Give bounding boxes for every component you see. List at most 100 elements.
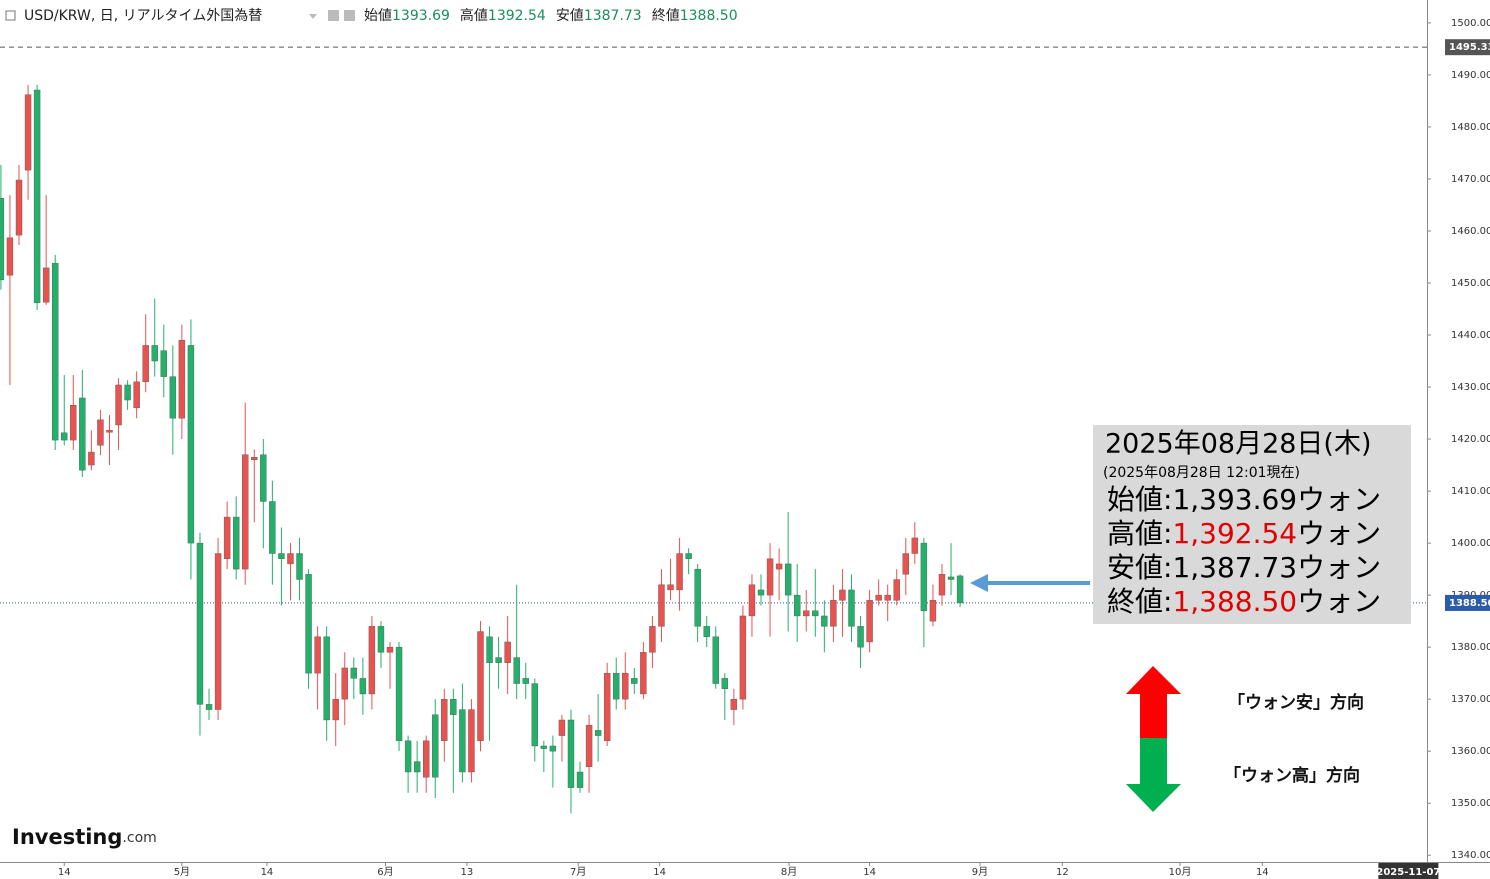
candle-body: [269, 501, 276, 554]
candle-body: [404, 740, 412, 773]
logo: Investing.com: [12, 825, 157, 849]
candle-body: [205, 704, 213, 710]
candle-body: [649, 626, 656, 653]
candle-body: [287, 553, 294, 565]
price-label-box: [1445, 39, 1490, 56]
ohlc-item: 高値1392.54: [460, 7, 546, 24]
info-row-label: 安値:: [1107, 551, 1172, 584]
candle-body: [757, 589, 765, 596]
ohlc-value: 1393.69: [392, 8, 450, 24]
candle-body: [567, 719, 575, 788]
candle-body: [540, 745, 548, 749]
candle-body: [115, 384, 122, 426]
info-row-value: 1,393.69: [1172, 483, 1297, 516]
price-label: 1388.50: [1449, 598, 1490, 609]
info-subtitle: (2025年08月28日 12:01現在): [1103, 465, 1300, 481]
candle-body: [495, 657, 502, 663]
close-icon[interactable]: [344, 10, 355, 21]
info-row-unit: ウォン: [1297, 517, 1381, 550]
candle-body: [640, 652, 647, 695]
y-tick-label: 1500.00: [1451, 18, 1490, 29]
y-tick-label: 1450.00: [1451, 278, 1490, 289]
candle-body: [549, 745, 557, 752]
candle-body: [305, 574, 312, 674]
candle-body: [468, 709, 475, 773]
ohlc-label: 安値: [556, 8, 584, 24]
candle-body: [848, 589, 855, 627]
candle-body: [15, 179, 23, 236]
y-tick-label: 1490.00: [1451, 70, 1490, 81]
candle-body: [160, 350, 167, 377]
candle-body: [866, 600, 873, 643]
candle-body: [323, 636, 330, 721]
ohlc-item: 始値1393.69: [364, 8, 450, 24]
candle-body: [377, 626, 385, 653]
info-row-label: 高値:: [1107, 517, 1172, 550]
down-arrow: [1126, 738, 1181, 812]
y-tick-label: 1380.00: [1451, 642, 1490, 653]
x-tick-label: 14: [1256, 867, 1269, 878]
pointer-head: [970, 574, 988, 592]
candle-body: [522, 678, 529, 684]
candle-body: [875, 594, 882, 601]
settings-icon[interactable]: [328, 10, 339, 21]
candle-body: [929, 600, 937, 622]
candle-body: [51, 263, 59, 441]
candle-body: [386, 646, 394, 653]
candle-body: [232, 516, 240, 570]
strong-won-label: 「ウォン高」方向: [1224, 765, 1360, 786]
ohlc-item: 終値1388.50: [652, 8, 738, 24]
candle-body: [368, 626, 376, 695]
candle-body: [124, 384, 131, 401]
y-tick-label: 1340.00: [1451, 850, 1490, 861]
candle-body: [350, 667, 358, 679]
candle-body: [739, 615, 747, 700]
info-row: 安値:1,387.73ウォン: [1107, 551, 1381, 584]
candle-body: [477, 631, 484, 741]
logo-suffix: .com: [122, 830, 156, 846]
candle-body: [359, 678, 367, 695]
candle-body: [812, 610, 819, 617]
ohlc-label: 高値: [460, 7, 488, 24]
candle-body: [830, 600, 837, 627]
candle-body: [603, 672, 611, 741]
candle-body: [884, 594, 891, 601]
y-tick-label: 1420.00: [1451, 434, 1490, 445]
dropdown-icon[interactable]: [309, 14, 317, 19]
candle-body: [70, 405, 77, 441]
candle-body: [214, 553, 222, 710]
candle-body: [839, 589, 846, 601]
candle-body: [766, 558, 774, 596]
price-label-box: [1445, 594, 1490, 611]
candle-body: [61, 432, 68, 441]
candle-body: [893, 579, 900, 601]
candle-body: [775, 563, 783, 570]
ohlc-label: 終値: [652, 8, 680, 24]
info-row-label: 始値:: [1107, 483, 1172, 516]
info-row-value: 1,387.73: [1172, 551, 1297, 584]
candle-body: [956, 575, 964, 604]
x-tick-label: 5月: [174, 866, 190, 878]
x-tick-label: 2025-11-07: [1376, 867, 1440, 878]
candle-body: [0, 198, 5, 281]
candle-body: [911, 537, 919, 554]
x-tick-label: 13: [461, 867, 474, 878]
candle-body: [486, 636, 493, 663]
info-box: [1093, 425, 1411, 624]
candle-body: [938, 574, 946, 596]
x-tick-label: 6月: [377, 866, 393, 878]
info-title: 2025年08月28日(木): [1105, 429, 1372, 460]
y-tick-label: 1360.00: [1451, 746, 1490, 757]
candle-body: [332, 698, 339, 721]
collapse-icon[interactable]: [5, 10, 16, 21]
ohlc-value: 1392.54: [488, 8, 546, 24]
up-arrow: [1126, 666, 1181, 738]
info-row-label: 終値:: [1107, 585, 1172, 618]
candle-body: [251, 457, 258, 461]
x-tick-label: 12: [1056, 867, 1069, 878]
info-row-value: 1,388.50: [1172, 585, 1297, 618]
candle-body: [784, 563, 792, 596]
ohlc-item: 安値1387.73: [556, 8, 642, 24]
price-label: 1495.33: [1449, 42, 1490, 53]
